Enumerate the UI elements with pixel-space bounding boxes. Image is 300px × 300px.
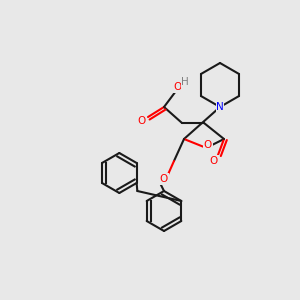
Text: O: O xyxy=(204,140,212,150)
Text: O: O xyxy=(160,174,168,184)
Text: H: H xyxy=(181,77,189,87)
Text: O: O xyxy=(138,116,146,126)
Text: N: N xyxy=(216,102,224,112)
Text: O: O xyxy=(210,156,218,166)
Text: O: O xyxy=(174,82,182,92)
